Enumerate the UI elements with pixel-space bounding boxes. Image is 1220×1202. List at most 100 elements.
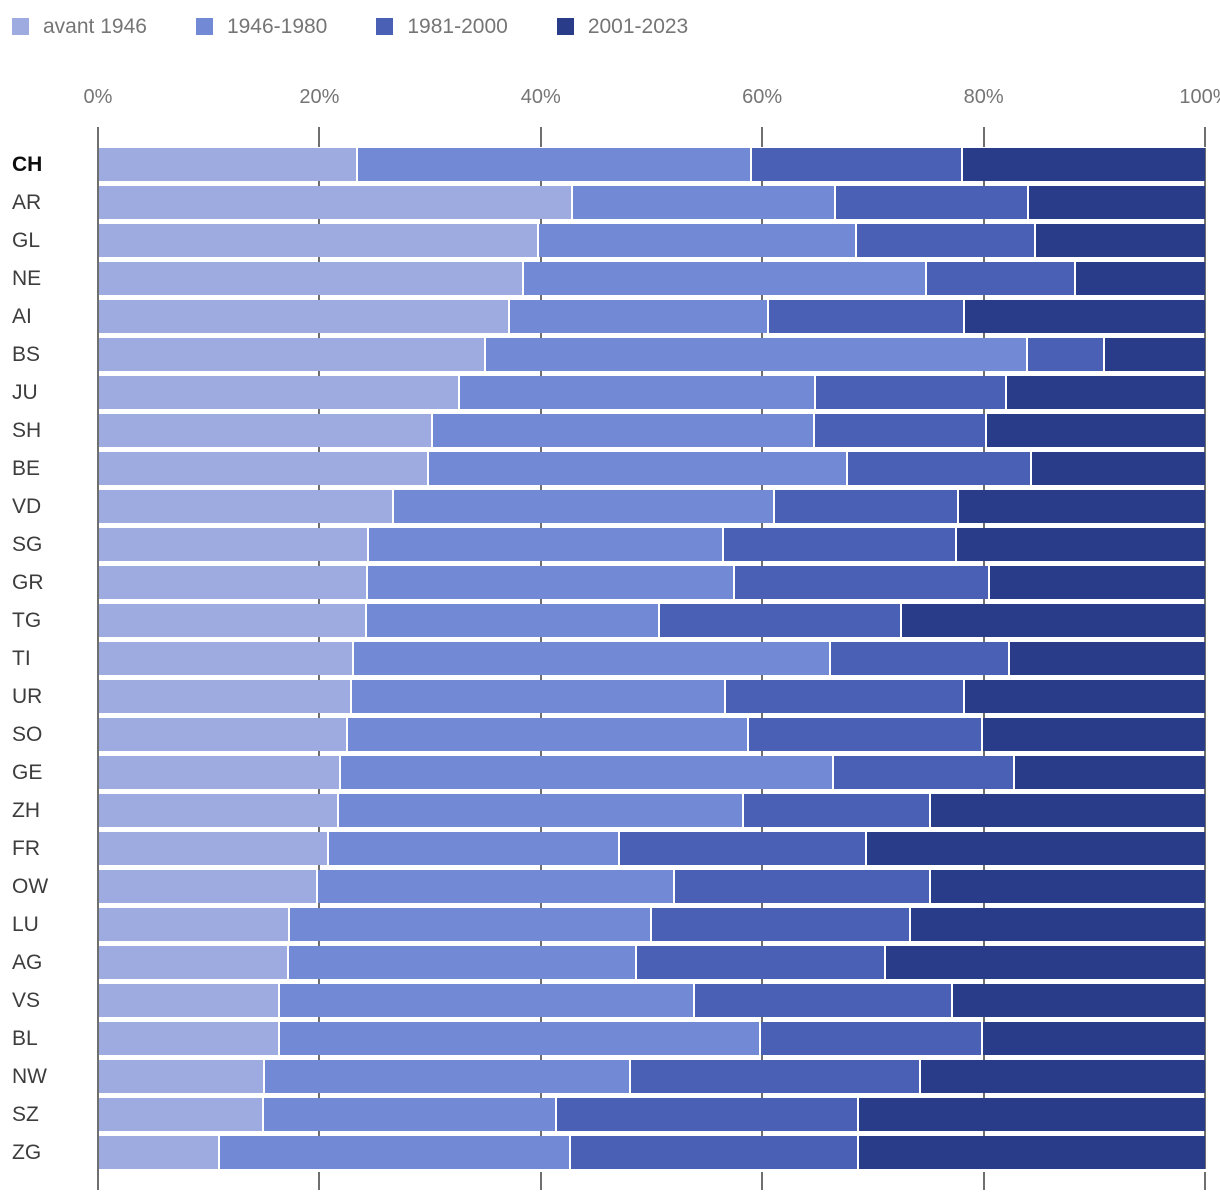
bar-segment-ai-2001-2023[interactable] xyxy=(964,300,1205,333)
bar-segment-ai-1981-2000[interactable] xyxy=(769,300,965,333)
legend-item-1946-1980[interactable]: 1946-1980 xyxy=(195,16,327,37)
bar-segment-ne-1946-1980[interactable] xyxy=(523,262,928,295)
bar-segment-vs-1981-2000[interactable] xyxy=(695,984,953,1017)
bar-segment-nw-2001-2023[interactable] xyxy=(920,1060,1205,1093)
bar-segment-fr-avant-1946[interactable] xyxy=(99,832,330,865)
bar-segment-zh-2001-2023[interactable] xyxy=(930,794,1205,827)
bar-segment-zg-avant-1946[interactable] xyxy=(99,1136,220,1169)
bar-segment-fr-1981-2000[interactable] xyxy=(619,832,867,865)
bar-segment-ow-1946-1980[interactable] xyxy=(317,870,676,903)
bar-segment-ti-1981-2000[interactable] xyxy=(831,642,1011,675)
bar-segment-nw-1981-2000[interactable] xyxy=(630,1060,921,1093)
bar-segment-zh-1981-2000[interactable] xyxy=(743,794,931,827)
bar-segment-sg-1981-2000[interactable] xyxy=(723,528,958,561)
bar-segment-ne-2001-2023[interactable] xyxy=(1075,262,1205,295)
bar-segment-vs-2001-2023[interactable] xyxy=(952,984,1205,1017)
bar-segment-ur-avant-1946[interactable] xyxy=(99,680,353,713)
bar-segment-tg-1946-1980[interactable] xyxy=(366,604,660,637)
bar-segment-bl-1946-1980[interactable] xyxy=(280,1022,762,1055)
bar-segment-ur-2001-2023[interactable] xyxy=(964,680,1205,713)
bar-segment-gr-1946-1980[interactable] xyxy=(367,566,735,599)
bar-segment-bs-1946-1980[interactable] xyxy=(486,338,1029,371)
bar-segment-sz-2001-2023[interactable] xyxy=(858,1098,1205,1131)
bar-segment-fr-1946-1980[interactable] xyxy=(329,832,620,865)
bar-segment-vs-avant-1946[interactable] xyxy=(99,984,281,1017)
bar-segment-be-1946-1980[interactable] xyxy=(428,452,848,485)
bar-segment-zh-avant-1946[interactable] xyxy=(99,794,339,827)
bar-segment-lu-1946-1980[interactable] xyxy=(290,908,652,941)
bar-segment-ch-2001-2023[interactable] xyxy=(962,148,1205,181)
bar-segment-gl-1946-1980[interactable] xyxy=(539,224,857,257)
bar-segment-gl-1981-2000[interactable] xyxy=(856,224,1036,257)
bar-segment-ar-avant-1946[interactable] xyxy=(99,186,574,219)
bar-segment-bs-2001-2023[interactable] xyxy=(1105,338,1205,371)
bar-segment-ge-1946-1980[interactable] xyxy=(341,756,835,789)
bar-segment-sz-1981-2000[interactable] xyxy=(556,1098,859,1131)
bar-segment-ti-avant-1946[interactable] xyxy=(99,642,355,675)
bar-segment-ag-avant-1946[interactable] xyxy=(99,946,290,979)
bar-segment-lu-2001-2023[interactable] xyxy=(910,908,1205,941)
bar-segment-sh-avant-1946[interactable] xyxy=(99,414,433,447)
bar-segment-fr-2001-2023[interactable] xyxy=(866,832,1205,865)
bar-segment-nw-avant-1946[interactable] xyxy=(99,1060,265,1093)
bar-segment-bl-1981-2000[interactable] xyxy=(761,1022,983,1055)
bar-segment-so-1981-2000[interactable] xyxy=(749,718,983,751)
bar-segment-ti-1946-1980[interactable] xyxy=(354,642,832,675)
bar-segment-lu-1981-2000[interactable] xyxy=(651,908,911,941)
bar-segment-bs-1981-2000[interactable] xyxy=(1028,338,1106,371)
bar-segment-ge-1981-2000[interactable] xyxy=(834,756,1015,789)
bar-segment-ai-1946-1980[interactable] xyxy=(510,300,770,333)
bar-segment-ch-1946-1980[interactable] xyxy=(357,148,752,181)
bar-segment-tg-1981-2000[interactable] xyxy=(659,604,902,637)
bar-segment-ti-2001-2023[interactable] xyxy=(1010,642,1205,675)
bar-segment-ju-avant-1946[interactable] xyxy=(99,376,460,409)
bar-segment-gr-avant-1946[interactable] xyxy=(99,566,368,599)
bar-segment-ge-avant-1946[interactable] xyxy=(99,756,342,789)
bar-segment-sh-2001-2023[interactable] xyxy=(987,414,1205,447)
bar-segment-gl-avant-1946[interactable] xyxy=(99,224,540,257)
bar-segment-vd-avant-1946[interactable] xyxy=(99,490,395,523)
bar-segment-so-avant-1946[interactable] xyxy=(99,718,348,751)
bar-segment-gr-1981-2000[interactable] xyxy=(734,566,991,599)
bar-segment-ow-avant-1946[interactable] xyxy=(99,870,318,903)
bar-segment-ju-1981-2000[interactable] xyxy=(815,376,1007,409)
bar-segment-so-2001-2023[interactable] xyxy=(982,718,1205,751)
bar-segment-sg-1946-1980[interactable] xyxy=(368,528,724,561)
bar-segment-bl-avant-1946[interactable] xyxy=(99,1022,281,1055)
bar-segment-bs-avant-1946[interactable] xyxy=(99,338,487,371)
bar-segment-sz-avant-1946[interactable] xyxy=(99,1098,264,1131)
bar-segment-vs-1946-1980[interactable] xyxy=(280,984,696,1017)
bar-segment-lu-avant-1946[interactable] xyxy=(99,908,291,941)
bar-segment-ch-1981-2000[interactable] xyxy=(751,148,963,181)
bar-segment-be-2001-2023[interactable] xyxy=(1032,452,1205,485)
bar-segment-ag-2001-2023[interactable] xyxy=(886,946,1205,979)
bar-segment-zg-2001-2023[interactable] xyxy=(858,1136,1205,1169)
bar-segment-ar-2001-2023[interactable] xyxy=(1029,186,1205,219)
legend-item-2001-2023[interactable]: 2001-2023 xyxy=(556,16,688,37)
bar-segment-so-1946-1980[interactable] xyxy=(347,718,750,751)
bar-segment-vd-1946-1980[interactable] xyxy=(394,490,775,523)
bar-segment-sg-avant-1946[interactable] xyxy=(99,528,369,561)
bar-segment-vd-2001-2023[interactable] xyxy=(959,490,1205,523)
bar-segment-ar-1981-2000[interactable] xyxy=(835,186,1030,219)
bar-segment-be-avant-1946[interactable] xyxy=(99,452,429,485)
bar-segment-ur-1946-1980[interactable] xyxy=(352,680,727,713)
bar-segment-zh-1946-1980[interactable] xyxy=(339,794,744,827)
bar-segment-nw-1946-1980[interactable] xyxy=(264,1060,631,1093)
bar-segment-ai-avant-1946[interactable] xyxy=(99,300,511,333)
bar-segment-ar-1946-1980[interactable] xyxy=(573,186,836,219)
bar-segment-zg-1946-1980[interactable] xyxy=(219,1136,572,1169)
bar-segment-ne-1981-2000[interactable] xyxy=(927,262,1076,295)
bar-segment-sg-2001-2023[interactable] xyxy=(957,528,1205,561)
bar-segment-ur-1981-2000[interactable] xyxy=(726,680,965,713)
bar-segment-ge-2001-2023[interactable] xyxy=(1014,756,1205,789)
bar-segment-be-1981-2000[interactable] xyxy=(847,452,1033,485)
bar-segment-ow-2001-2023[interactable] xyxy=(930,870,1205,903)
bar-segment-ch-avant-1946[interactable] xyxy=(99,148,358,181)
bar-segment-ne-avant-1946[interactable] xyxy=(99,262,524,295)
bar-segment-ag-1946-1980[interactable] xyxy=(289,946,637,979)
bar-segment-bl-2001-2023[interactable] xyxy=(982,1022,1205,1055)
bar-segment-ju-1946-1980[interactable] xyxy=(459,376,816,409)
bar-segment-sh-1981-2000[interactable] xyxy=(814,414,988,447)
bar-segment-gr-2001-2023[interactable] xyxy=(990,566,1205,599)
